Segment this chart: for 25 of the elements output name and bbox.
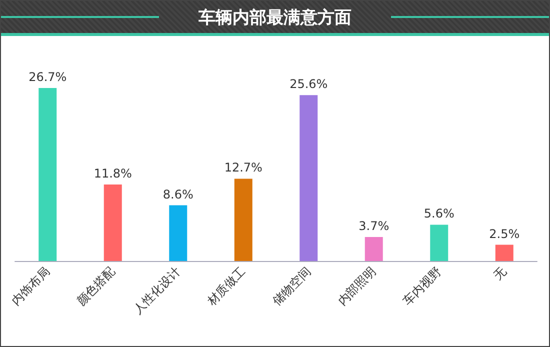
data-label: 5.6%	[424, 206, 454, 221]
bar	[430, 224, 448, 261]
data-label: 3.7%	[358, 219, 390, 234]
x-tick-label: 材质做工	[204, 264, 248, 309]
data-label: 12.7%	[224, 160, 262, 175]
data-label: 25.6%	[290, 77, 328, 92]
data-label: 26.7%	[28, 70, 67, 84]
bar	[300, 95, 318, 261]
x-tick-label: 内部照明	[334, 264, 379, 308]
chart-title: 车辆内部最满意方面	[198, 6, 352, 28]
x-tick-label: 无	[490, 264, 510, 282]
bar	[104, 184, 122, 261]
bar	[364, 237, 383, 261]
bar	[169, 205, 188, 261]
data-label: 2.5%	[489, 226, 520, 241]
x-tick-label: 颜色搭配	[74, 264, 118, 308]
data-label: 8.6%	[162, 187, 194, 202]
data-label: 11.8%	[94, 166, 132, 181]
x-tick-label: 储物空间	[270, 264, 314, 308]
bar	[38, 88, 57, 261]
bar	[234, 178, 252, 261]
x-tick-label: 车内视野	[400, 264, 444, 308]
x-tick-label: 内饰布局	[8, 264, 53, 308]
x-tick-label: 人性化设计	[130, 264, 184, 316]
bar	[495, 244, 514, 261]
